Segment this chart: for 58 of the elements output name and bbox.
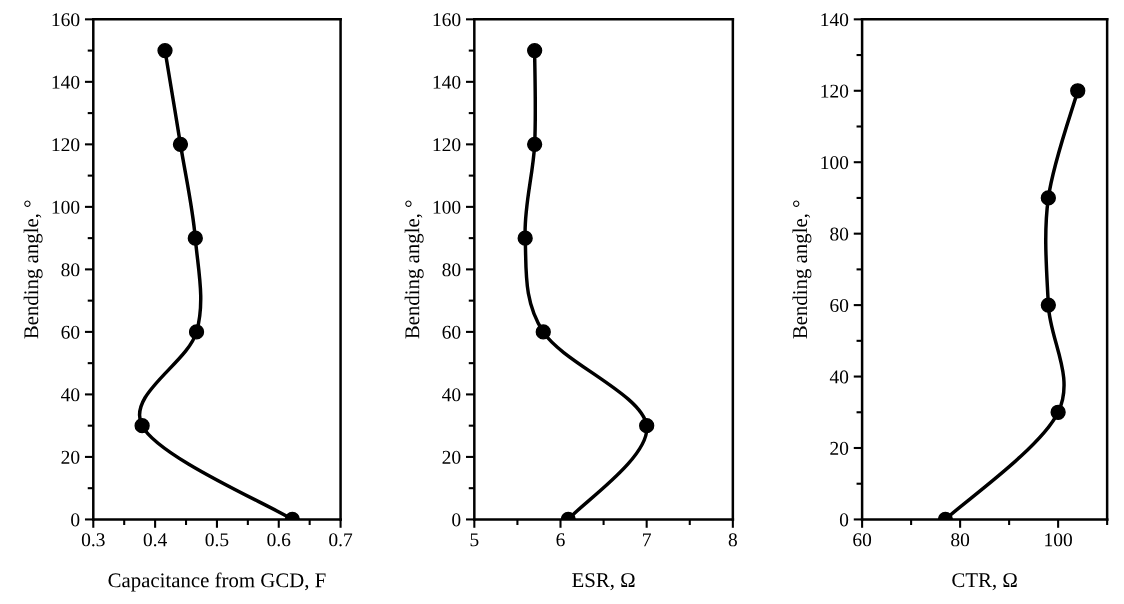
y-tick-label: 60 bbox=[61, 325, 80, 339]
y-tick-label: 100 bbox=[821, 156, 849, 170]
y-tick-label: 40 bbox=[829, 370, 849, 384]
point bbox=[1070, 83, 1086, 99]
y-tick-label: 40 bbox=[61, 388, 80, 402]
y-tick-label: 60 bbox=[830, 298, 849, 313]
x-axis-title: CTR, Ω bbox=[952, 573, 1017, 591]
x-tick-label: 0.3 bbox=[81, 533, 105, 547]
point bbox=[517, 230, 533, 246]
point bbox=[157, 42, 173, 59]
x-axis-title: ESR, Ω bbox=[572, 573, 635, 591]
point bbox=[1040, 190, 1056, 206]
x-tick-label: 0.4 bbox=[143, 533, 167, 547]
point bbox=[535, 324, 551, 340]
y-tick-label: 140 bbox=[52, 75, 80, 89]
y-tick-label: 160 bbox=[433, 13, 461, 27]
x-tick-label: 0.7 bbox=[329, 533, 353, 547]
x-tick-label: 8 bbox=[728, 533, 737, 547]
x-tick-label: 80 bbox=[951, 533, 970, 547]
x-tick-label: 7 bbox=[643, 533, 651, 547]
x-tick-label: 100 bbox=[1045, 533, 1072, 547]
y-tick-label: 60 bbox=[442, 325, 461, 339]
point bbox=[527, 42, 543, 59]
point bbox=[187, 230, 203, 246]
x-tick-label: 5 bbox=[470, 533, 479, 547]
y-tick-label: 80 bbox=[61, 263, 80, 277]
y-tick-label: 100 bbox=[433, 200, 461, 214]
point bbox=[527, 136, 543, 152]
point bbox=[188, 324, 205, 340]
y-tick-label: 120 bbox=[52, 138, 80, 152]
point bbox=[1040, 297, 1056, 313]
x-tick-label: 0.6 bbox=[267, 533, 291, 547]
point bbox=[134, 418, 150, 434]
y-tick-label: 80 bbox=[830, 227, 849, 241]
y-tick-label: 0 bbox=[71, 513, 80, 527]
x-tick-label: 0.5 bbox=[205, 533, 229, 547]
y-tick-label: 20 bbox=[442, 450, 461, 464]
y-tick-label: 120 bbox=[821, 84, 849, 98]
y-tick-label: 20 bbox=[830, 441, 849, 455]
point bbox=[172, 136, 189, 152]
y-tick-label: 40 bbox=[442, 388, 461, 402]
y-tick-label: 100 bbox=[52, 200, 80, 214]
x-tick-label: 6 bbox=[556, 533, 565, 547]
point bbox=[1050, 404, 1066, 420]
y-tick-label: 160 bbox=[52, 13, 80, 27]
y-tick-label: 0 bbox=[839, 513, 849, 527]
x-axis-title: Capacitance from GCD, F bbox=[108, 572, 326, 592]
y-tick-label: 140 bbox=[821, 13, 849, 27]
y-axis-title: Bending angle, ° bbox=[23, 200, 43, 339]
x-tick-label: 60 bbox=[853, 533, 872, 547]
y-axis-title: Bending angle, ° bbox=[792, 200, 812, 339]
y-tick-label: 80 bbox=[442, 263, 461, 277]
y-tick-label: 20 bbox=[61, 450, 80, 464]
point bbox=[639, 418, 655, 434]
y-axis-title: Bending angle, ° bbox=[404, 200, 424, 339]
y-tick-label: 0 bbox=[452, 513, 461, 527]
y-tick-label: 120 bbox=[433, 138, 461, 152]
y-tick-label: 140 bbox=[433, 75, 461, 89]
